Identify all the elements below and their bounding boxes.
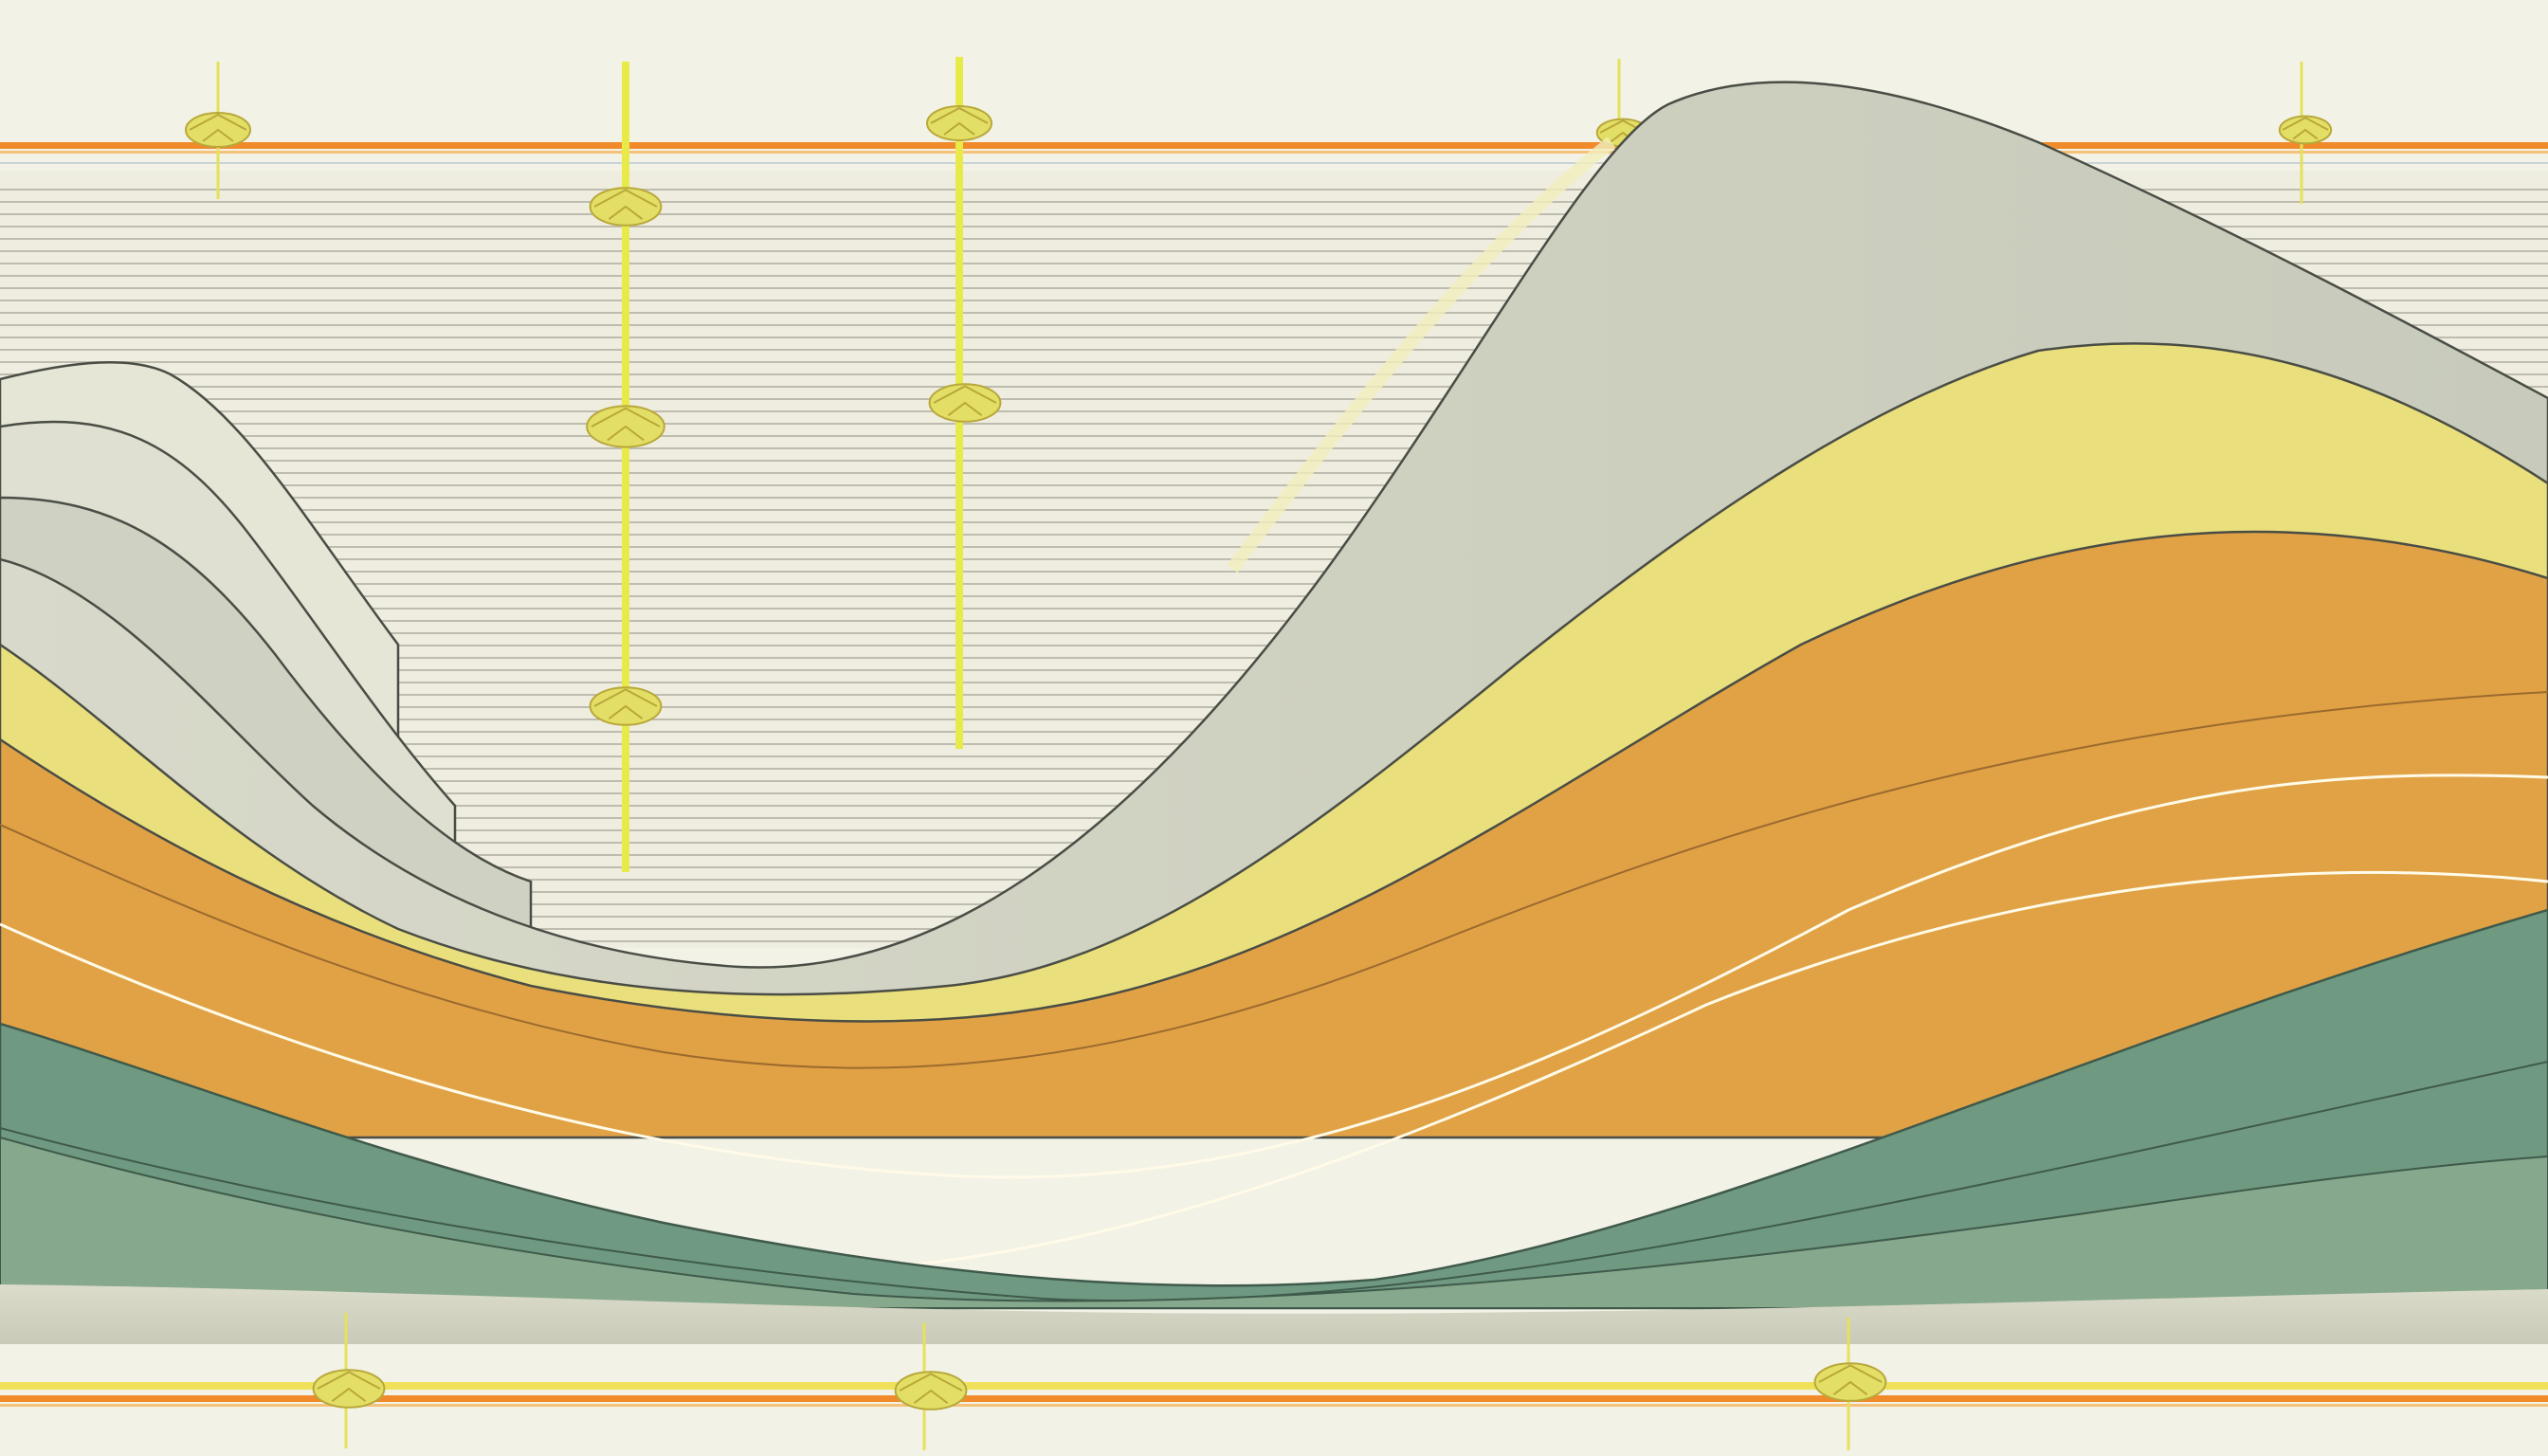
lemon-knot-icon [185, 112, 251, 148]
lemon-knot-icon [926, 105, 992, 141]
lemon-knot-icon [586, 405, 665, 448]
upper-rail [0, 142, 2548, 164]
lemon-knot-icon [589, 187, 663, 227]
orange-highlight-line-2 [852, 871, 2548, 1272]
hill-gray-highlight [1227, 136, 1616, 573]
lemon-knot-icon [1813, 1362, 1887, 1402]
knot-markers-lower [312, 1362, 1887, 1410]
band-orange [0, 530, 2548, 1139]
lemon-knot-icon [589, 686, 663, 726]
lemon-knot-icon [312, 1369, 386, 1409]
lemon-knot-icon [894, 1371, 968, 1410]
lemon-knot-icon [2278, 115, 2333, 145]
band-teal [0, 908, 2548, 1310]
knot-markers [185, 105, 2333, 726]
orange-inner-line [0, 691, 2548, 1069]
band-base [0, 1284, 2548, 1346]
orange-highlight-line [0, 774, 2548, 1179]
band-sage [0, 1136, 2548, 1309]
lower-rail [0, 1382, 2548, 1407]
lemon-knot-icon [928, 383, 1002, 423]
